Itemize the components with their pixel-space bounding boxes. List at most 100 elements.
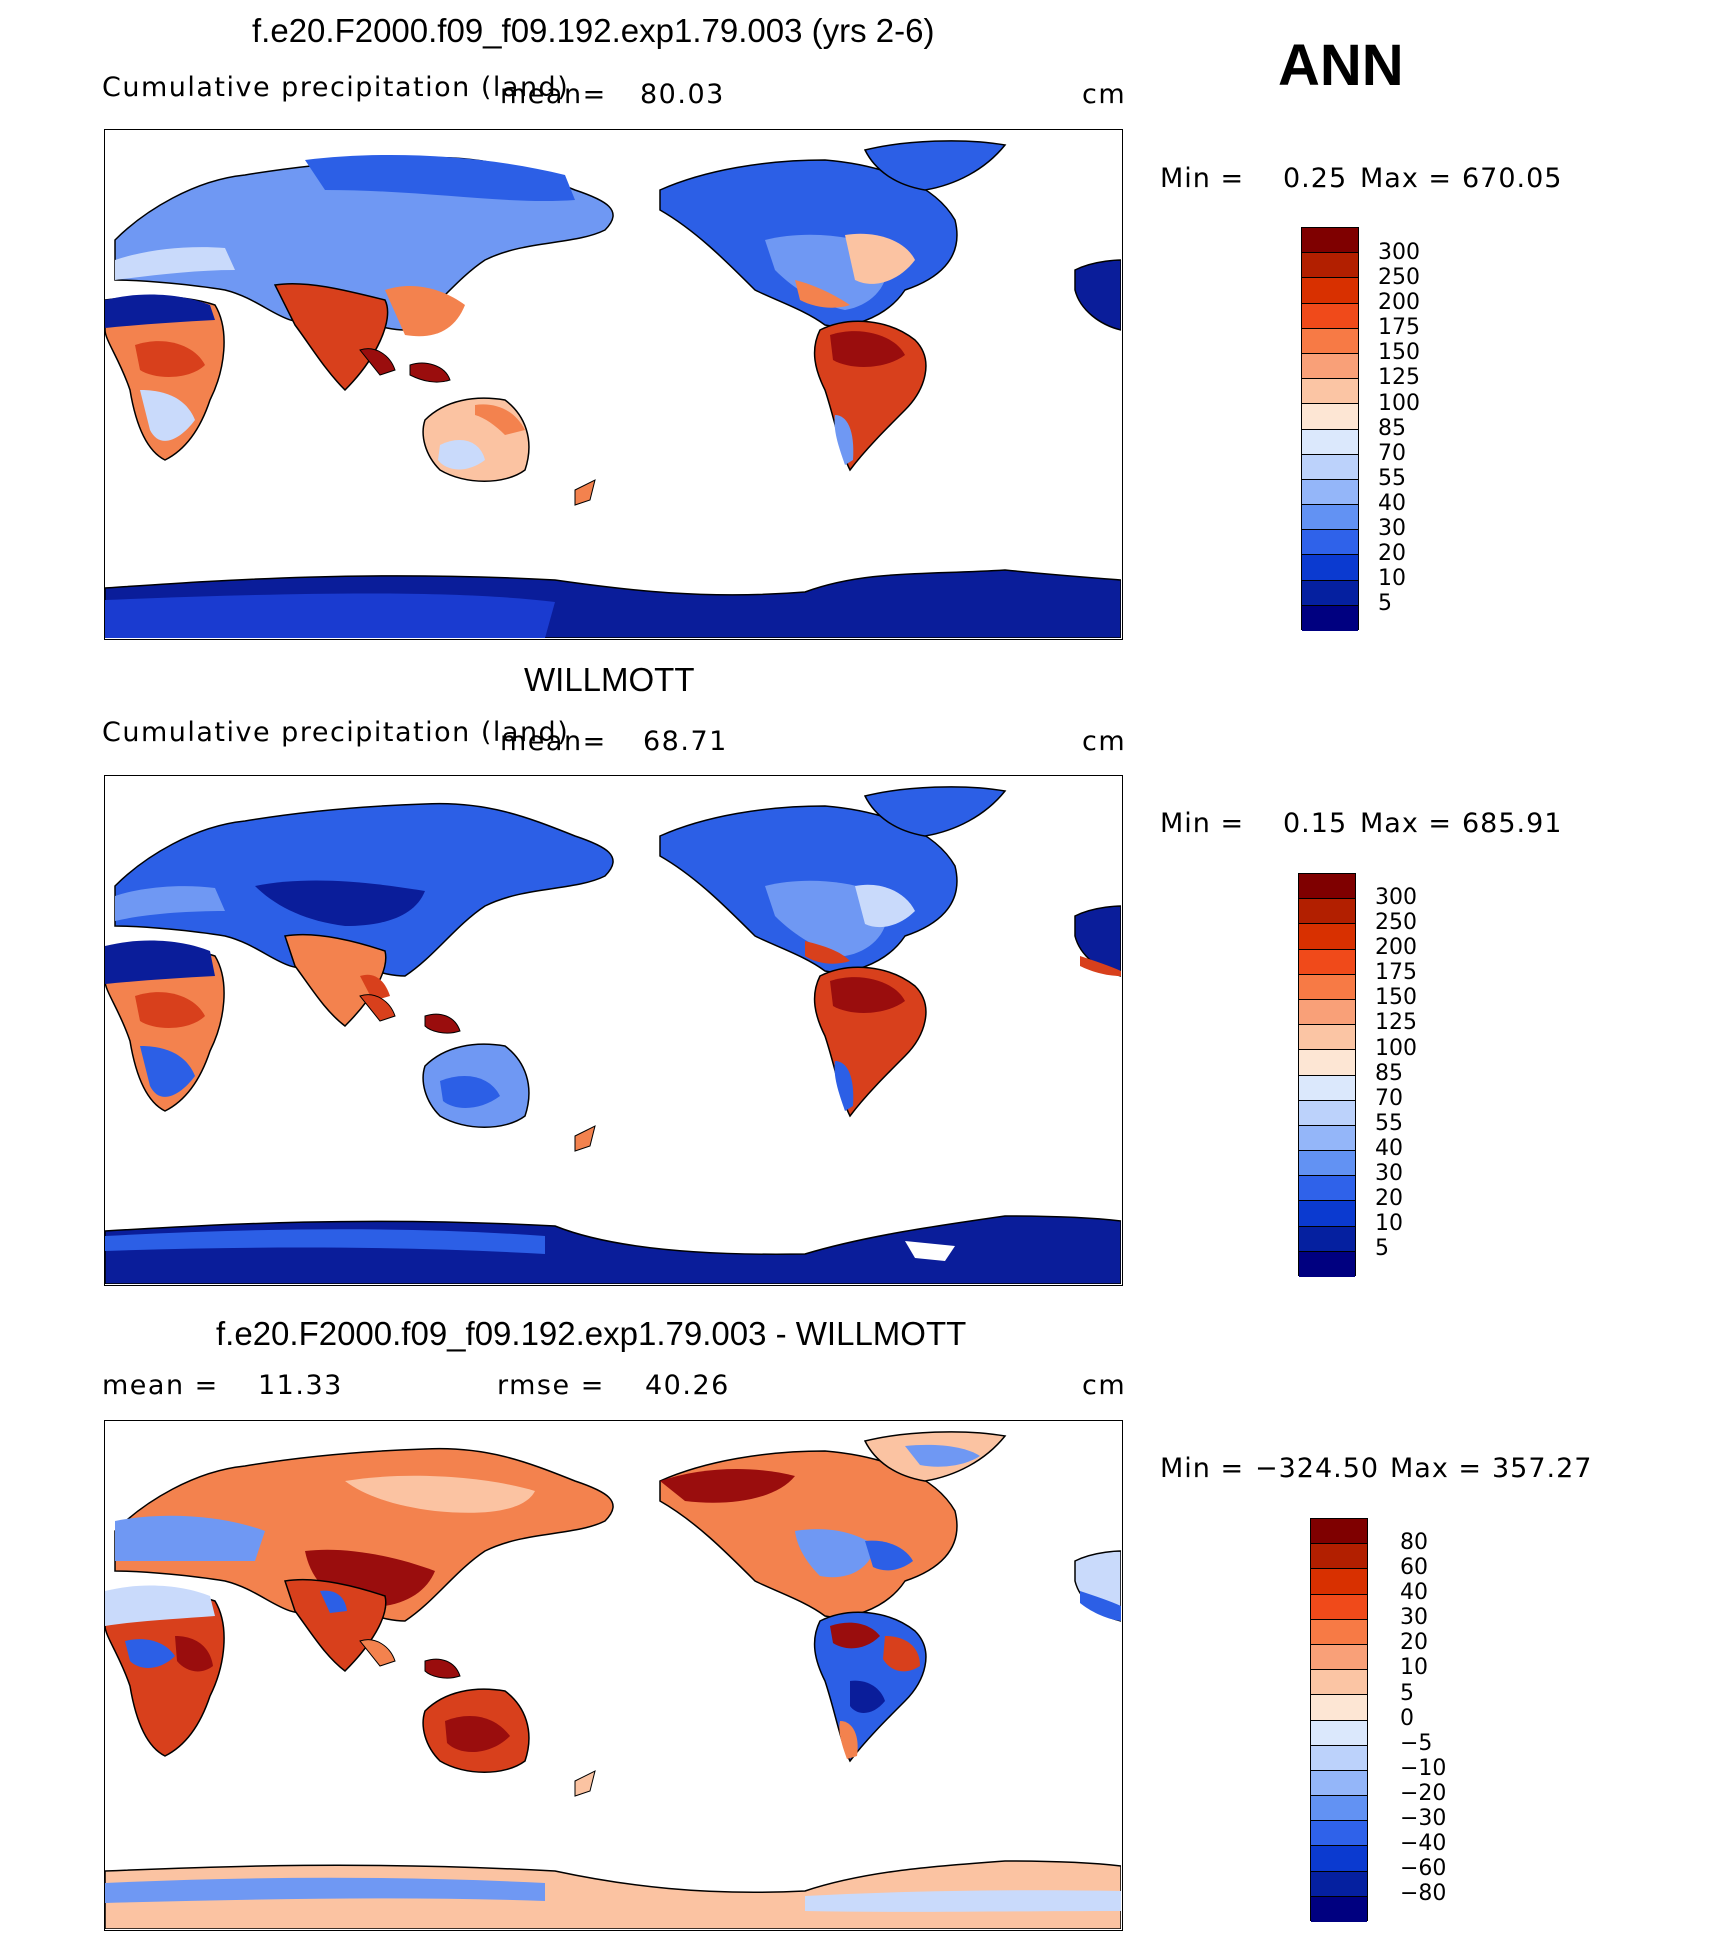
colorbar-cell: [1311, 1695, 1367, 1721]
colorbar-cell: [1302, 605, 1358, 631]
colorbar-cell: [1302, 228, 1358, 254]
colorbar-cell: [1311, 1644, 1367, 1671]
colorbar-tick-label: 40: [1378, 490, 1406, 516]
colorbar-cell: [1302, 353, 1358, 380]
panel3-units: cm: [1082, 1370, 1127, 1401]
colorbar-cell: [1311, 1745, 1367, 1771]
colorbar-tick-label: 30: [1375, 1161, 1403, 1187]
colorbar-cell: [1299, 1226, 1355, 1252]
colorbar-tick-label: 20: [1400, 1630, 1428, 1656]
panel2-colorbar-ticks: 300 250 200 175 150 125 100 85 70 55 40 30 20 10 5: [1375, 885, 1417, 1261]
colorbar-tick-label: −40: [1400, 1831, 1447, 1857]
colorbar-cell: [1302, 253, 1358, 279]
colorbar-cell: [1299, 1025, 1355, 1051]
panel1-min-label: Min =: [1160, 163, 1245, 194]
colorbar-tick-label: 85: [1375, 1060, 1403, 1086]
colorbar-cell: [1299, 1151, 1355, 1177]
colorbar-tick-label: −30: [1400, 1806, 1447, 1832]
colorbar-tick-label: 200: [1378, 290, 1420, 316]
colorbar-cell: [1299, 1201, 1355, 1227]
season-label: ANN: [1278, 33, 1404, 98]
panel1-variable-label: Cumulative precipitation (land): [102, 72, 570, 103]
colorbar-cell: [1311, 1544, 1367, 1570]
panel2-mean-label: mean=: [500, 726, 607, 757]
panel2-min-value: 0.15: [1283, 808, 1348, 839]
colorbar-cell: [1311, 1670, 1367, 1696]
colorbar-tick-label: −20: [1400, 1780, 1447, 1806]
colorbar-cell: [1302, 404, 1358, 430]
colorbar-cell: [1311, 1594, 1367, 1620]
colorbar-tick-label: −5: [1400, 1730, 1433, 1756]
colorbar-tick-label: −10: [1400, 1755, 1447, 1781]
panel3-max-label: Max =: [1390, 1453, 1483, 1484]
colorbar-cell: [1302, 379, 1358, 405]
colorbar-cell: [1302, 505, 1358, 531]
colorbar-cell: [1311, 1846, 1367, 1872]
colorbar-tick-label: −60: [1400, 1856, 1447, 1882]
colorbar-cell: [1302, 278, 1358, 304]
colorbar-tick-label: 55: [1378, 465, 1406, 491]
panel2-colorbar: [1298, 873, 1356, 1277]
colorbar-cell: [1299, 974, 1355, 1000]
panel3-mean-value: 11.33: [258, 1370, 343, 1401]
colorbar-tick-label: 5: [1400, 1680, 1414, 1706]
colorbar-tick-label: 0: [1400, 1705, 1414, 1731]
panel3-colorbar: [1310, 1518, 1368, 1922]
colorbar-tick-label: 150: [1375, 985, 1417, 1011]
panel1-units: cm: [1082, 79, 1127, 110]
colorbar-cell: [1299, 874, 1355, 900]
colorbar-cell: [1299, 899, 1355, 925]
colorbar-tick-label: 85: [1378, 415, 1406, 441]
colorbar-tick-label: 80: [1400, 1530, 1428, 1555]
colorbar-cell: [1302, 530, 1358, 556]
colorbar-cell: [1311, 1821, 1367, 1847]
colorbar-tick-label: 125: [1378, 365, 1420, 391]
panel3-min-label: Min =: [1160, 1453, 1245, 1484]
colorbar-tick-label: 150: [1378, 340, 1420, 366]
colorbar-tick-label: 10: [1400, 1655, 1428, 1681]
panel2-variable-label: Cumulative precipitation (land): [102, 717, 570, 748]
panel1-mean-label: mean=: [500, 79, 607, 110]
panel2-max-label: Max =: [1360, 808, 1453, 839]
colorbar-cell: [1311, 1569, 1367, 1595]
panel1-max-value: 670.05: [1462, 163, 1563, 194]
colorbar-cell: [1299, 1125, 1355, 1152]
colorbar-tick-label: 250: [1375, 910, 1417, 936]
colorbar-cell: [1302, 479, 1358, 506]
panel1-colorbar: [1301, 227, 1359, 631]
colorbar-cell: [1299, 949, 1355, 975]
colorbar-tick-label: 70: [1378, 440, 1406, 466]
colorbar-cell: [1302, 454, 1358, 480]
colorbar-cell: [1299, 1050, 1355, 1076]
panel2-mean-value: 68.71: [643, 726, 728, 757]
colorbar-tick-label: 30: [1378, 516, 1406, 542]
colorbar-cell: [1302, 555, 1358, 581]
colorbar-tick-label: 300: [1378, 240, 1420, 265]
colorbar-cell: [1299, 924, 1355, 950]
panel2-max-value: 685.91: [1462, 808, 1563, 839]
colorbar-cell: [1311, 1519, 1367, 1545]
colorbar-tick-label: 300: [1375, 885, 1417, 910]
panel3-rmse-label: rmse =: [497, 1370, 605, 1401]
colorbar-cell: [1299, 1251, 1355, 1277]
colorbar-tick-label: 175: [1378, 315, 1420, 341]
colorbar-cell: [1302, 303, 1358, 329]
colorbar-tick-label: −80: [1400, 1881, 1447, 1907]
panel1-map: [104, 129, 1123, 640]
colorbar-cell: [1311, 1796, 1367, 1822]
panel3-title: f.e20.F2000.f09_f09.192.exp1.79.003 - WI…: [216, 1315, 967, 1352]
panel2-title: WILLMOTT: [524, 661, 695, 698]
panel2-map-svg: [105, 786, 1121, 1284]
panel1-min-value: 0.25: [1283, 163, 1348, 194]
panel3-mean-label: mean =: [102, 1370, 219, 1401]
colorbar-cell: [1311, 1720, 1367, 1746]
colorbar-cell: [1299, 1075, 1355, 1101]
colorbar-tick-label: 5: [1375, 1236, 1389, 1262]
colorbar-cell: [1299, 999, 1355, 1026]
colorbar-cell: [1302, 328, 1358, 354]
panel2-units: cm: [1082, 726, 1127, 757]
panel1-mean-value: 80.03: [640, 79, 725, 110]
colorbar-tick-label: 10: [1375, 1211, 1403, 1237]
panel2-min-label: Min =: [1160, 808, 1245, 839]
colorbar-tick-label: 60: [1400, 1555, 1428, 1581]
